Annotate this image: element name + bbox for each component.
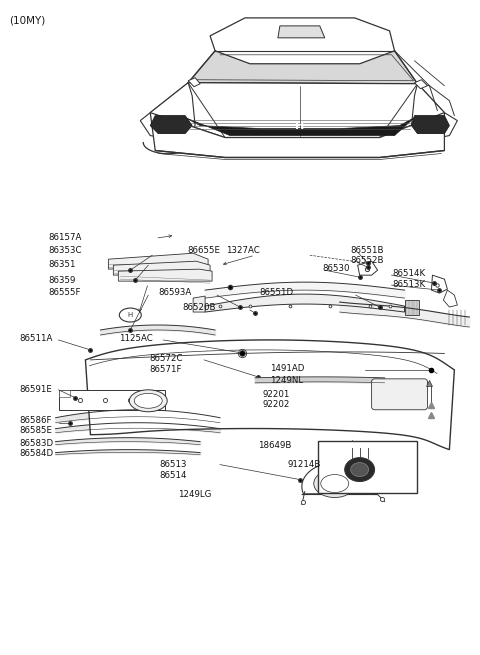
Ellipse shape (314, 470, 356, 498)
Text: 86351: 86351 (48, 259, 76, 269)
Text: 91214B: 91214B (288, 460, 321, 469)
Text: 86157A: 86157A (48, 233, 82, 242)
Polygon shape (188, 51, 418, 84)
Polygon shape (411, 116, 449, 134)
Polygon shape (119, 269, 212, 281)
Text: H: H (295, 121, 304, 130)
Text: H: H (128, 312, 133, 318)
Polygon shape (150, 113, 444, 157)
Polygon shape (405, 300, 420, 315)
Polygon shape (59, 390, 165, 410)
Ellipse shape (134, 393, 162, 408)
Polygon shape (150, 83, 444, 138)
Text: 86513: 86513 (159, 460, 187, 469)
Polygon shape (113, 261, 210, 275)
Text: 86572C: 86572C (149, 354, 182, 364)
Text: 86593A: 86593A (158, 288, 192, 297)
Polygon shape (85, 340, 455, 449)
Text: 86571F: 86571F (149, 365, 181, 374)
Text: 86551B: 86551B (350, 246, 384, 255)
Polygon shape (59, 390, 71, 397)
Text: 86583D: 86583D (20, 439, 54, 447)
Polygon shape (444, 290, 457, 307)
Text: 86551D: 86551D (259, 288, 293, 297)
Text: 86586F: 86586F (20, 416, 52, 424)
Polygon shape (188, 78, 200, 86)
Text: 86585E: 86585E (20, 426, 53, 435)
Polygon shape (150, 116, 192, 134)
Text: 1249LG: 1249LG (178, 490, 211, 499)
Text: 92202: 92202 (263, 400, 290, 409)
Polygon shape (185, 118, 415, 136)
Text: 86655E: 86655E (187, 246, 220, 255)
Text: 86514K: 86514K (392, 269, 425, 278)
Text: 86520B: 86520B (182, 303, 216, 312)
Polygon shape (411, 84, 457, 141)
Text: (10MY): (10MY) (9, 16, 45, 26)
Text: 18649B: 18649B (258, 441, 291, 449)
Text: 86514: 86514 (159, 470, 187, 479)
Text: 86552B: 86552B (350, 256, 384, 265)
Text: 86511A: 86511A (20, 334, 53, 343)
Polygon shape (415, 80, 428, 88)
Text: 86584D: 86584D (20, 449, 54, 458)
Text: 1327AC: 1327AC (226, 246, 259, 255)
Ellipse shape (129, 390, 167, 412)
FancyBboxPatch shape (318, 441, 418, 493)
Polygon shape (210, 18, 395, 64)
Text: 86591E: 86591E (20, 385, 53, 394)
Ellipse shape (120, 308, 141, 322)
Text: 86530: 86530 (323, 264, 350, 273)
Ellipse shape (351, 462, 369, 477)
Text: 86513K: 86513K (392, 280, 425, 289)
Polygon shape (358, 261, 378, 275)
Polygon shape (205, 294, 405, 312)
Polygon shape (432, 275, 447, 293)
Text: 1249NL: 1249NL (270, 376, 303, 385)
Polygon shape (193, 296, 205, 312)
Polygon shape (302, 462, 378, 495)
Text: 92201: 92201 (263, 390, 290, 399)
Text: 1491AD: 1491AD (270, 364, 304, 373)
Polygon shape (108, 253, 208, 269)
Text: 86555F: 86555F (48, 288, 81, 297)
Polygon shape (140, 83, 195, 141)
Text: 86353C: 86353C (48, 246, 82, 255)
Polygon shape (278, 26, 325, 38)
Text: 86359: 86359 (48, 276, 76, 285)
Ellipse shape (321, 475, 348, 493)
Text: 1125AC: 1125AC (120, 334, 153, 343)
FancyBboxPatch shape (372, 379, 428, 410)
Ellipse shape (345, 458, 374, 481)
